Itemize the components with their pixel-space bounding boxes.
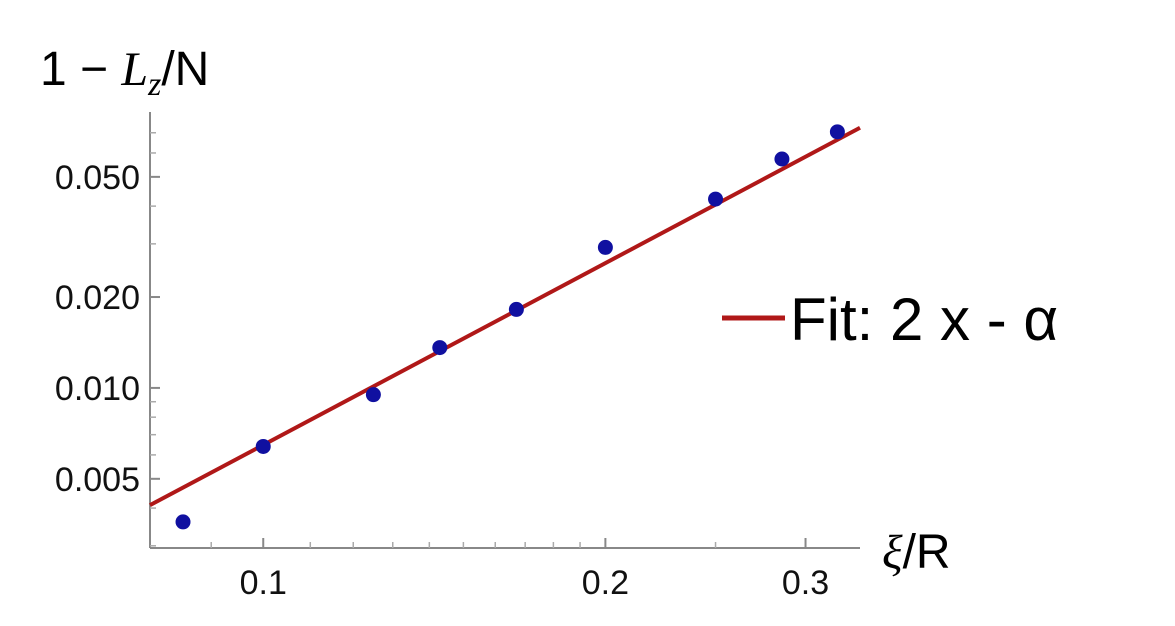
y-axis-title-suffix: /N [161,43,209,96]
data-point [255,438,271,454]
x-tick-label: 0.3 [782,564,829,602]
x-axis-title-suffix: /R [903,526,951,579]
y-tick-label: 0.005 [55,461,140,499]
data-point [365,387,381,403]
y-axis-title-subscript: z [147,66,161,103]
y-axis-title: 1 − Lz/N [40,43,209,103]
legend: Fit: 2 x - α [722,286,1058,353]
data-point [708,191,724,207]
legend-label: Fit: 2 x - α [790,286,1058,353]
x-tick-label: 0.1 [240,564,287,602]
x-axis-title-symbol: ξ [882,526,903,579]
data-point [774,151,790,167]
data-point [597,239,613,255]
y-axis-title-prefix: 1 − [40,43,121,96]
y-tick-label: 0.020 [55,279,140,317]
y-axis-title-symbol: L [120,43,148,96]
data-point [432,340,448,356]
data-point [175,514,191,530]
x-axis-title: ξ/R [882,526,951,579]
data-point [829,124,845,140]
data-point [508,301,524,317]
y-tick-label: 0.010 [55,370,140,408]
y-tick-label: 0.050 [55,159,140,197]
x-tick-label: 0.2 [582,564,629,602]
